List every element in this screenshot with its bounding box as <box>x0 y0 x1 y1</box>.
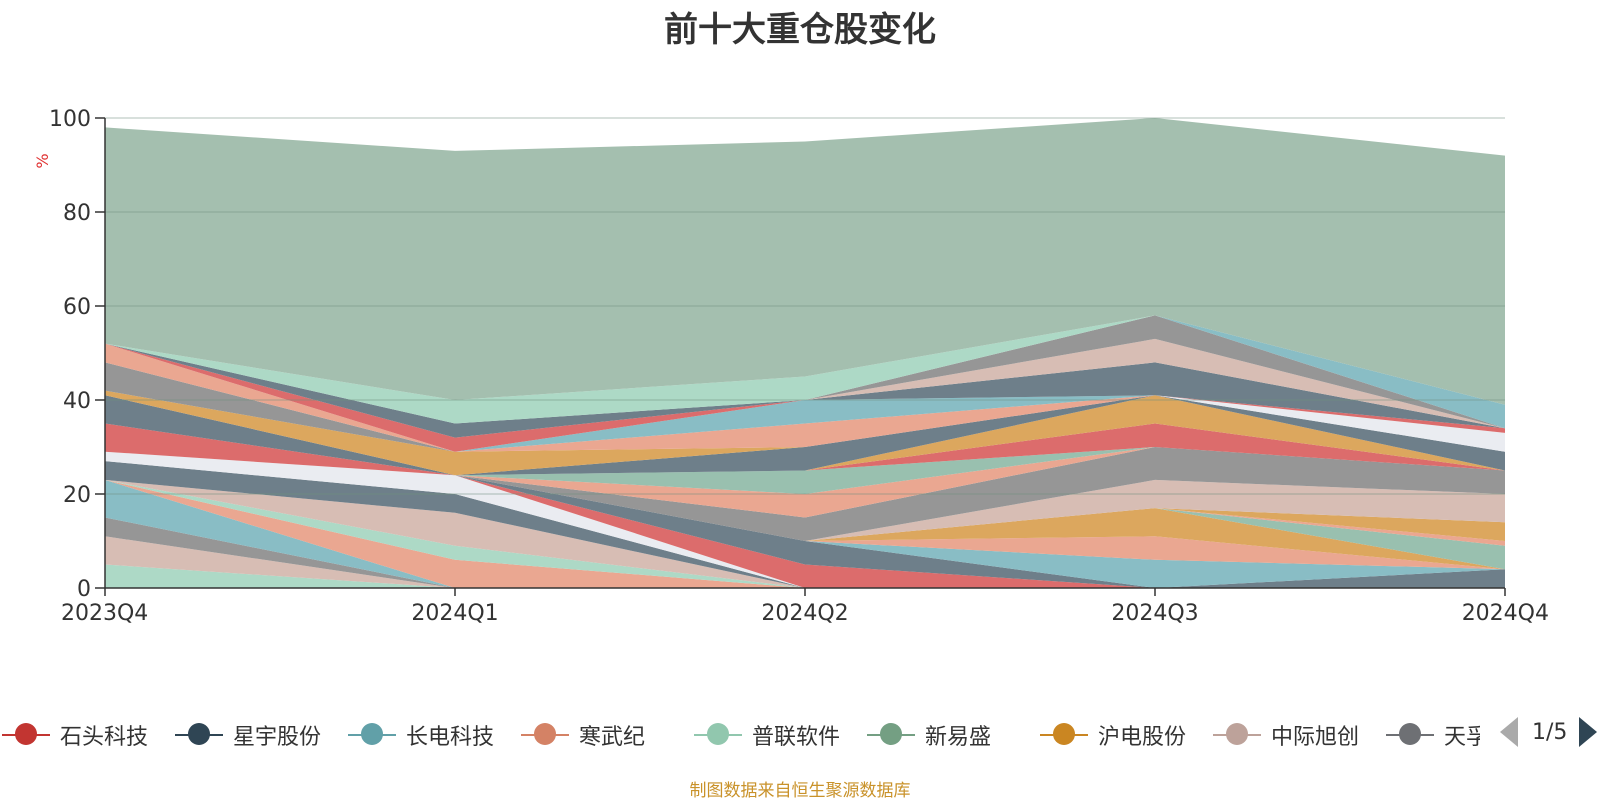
area-series-10 <box>105 395 1505 588</box>
area-series-17 <box>105 395 1505 541</box>
y-axis-unit: % <box>33 153 52 168</box>
y-tick-label: 60 <box>63 295 91 320</box>
area-series-0 <box>105 564 1505 588</box>
legend-marker-icon <box>1213 722 1261 748</box>
legend-item[interactable]: 石头科技 <box>2 705 148 765</box>
legend-marker-icon <box>1386 722 1434 748</box>
legend-label: 星宇股份 <box>233 725 322 750</box>
legend-prev-page-icon[interactable] <box>1500 717 1518 747</box>
area-series-23 <box>105 395 1505 476</box>
legend-label: 长电科技 <box>406 725 495 750</box>
x-tick-label: 2024Q3 <box>1111 601 1198 626</box>
axes: 0 20 40 60 80 100 2023Q4 2024Q1 2024Q2 2024Q3 2024… <box>49 107 1549 626</box>
y-tick-label: 100 <box>49 107 91 132</box>
chart-title: 前十大重仓股变化 <box>664 10 936 50</box>
legend-viewport: 石头科技 星宇股份 长电科技 寒武纪 普联软件 新易盛 沪电股份 中际旭创 天孚通信 <box>0 705 1480 765</box>
legend-label: 石头科技 <box>60 725 149 750</box>
grid-lines <box>105 117 1505 495</box>
area-series-30 <box>105 362 1505 452</box>
legend-marker-icon <box>1040 722 1088 748</box>
legend-marker-icon <box>867 722 915 748</box>
legend-item[interactable]: 普联软件 <box>694 705 840 765</box>
legend-item[interactable]: 天孚通信 <box>1386 705 1480 765</box>
stacked-area-chart: 0 20 40 60 80 100 2023Q4 2024Q1 2024Q2 2024Q3 2024… <box>33 107 1549 626</box>
area-series-13 <box>105 395 1505 570</box>
legend-item[interactable]: 沪电股份 <box>1040 705 1186 765</box>
legend-marker-icon <box>175 722 223 748</box>
legend-label: 普联软件 <box>752 725 841 750</box>
area-series-26 <box>105 390 1505 452</box>
data-source-note: 制图数据来自恒生聚源数据库 <box>689 781 911 801</box>
legend-label: 新易盛 <box>925 725 992 750</box>
legend-marker-icon <box>521 722 569 748</box>
legend-item[interactable]: 新易盛 <box>867 705 991 765</box>
area-series-27 <box>105 390 1505 452</box>
x-tick-label: 2024Q4 <box>1462 601 1549 626</box>
area-series-20 <box>105 395 1505 494</box>
x-tick-label: 2024Q2 <box>761 601 848 626</box>
legend-pager: 1/5 <box>1500 717 1598 747</box>
legend-item[interactable]: 寒武纪 <box>521 705 645 765</box>
area-series-4 <box>105 479 1505 588</box>
legend-marker-icon <box>2 722 50 748</box>
legend-label: 中际旭创 <box>1271 725 1360 750</box>
legend-item[interactable]: 中际旭创 <box>1213 705 1359 765</box>
legend: 石头科技 星宇股份 长电科技 寒武纪 普联软件 新易盛 沪电股份 中际旭创 天孚通信 1/5 <box>0 705 1600 765</box>
area-series-16 <box>105 395 1505 541</box>
y-tick-label: 0 <box>77 577 91 602</box>
area-series-24 <box>105 395 1505 476</box>
area-series-22 <box>105 395 1505 476</box>
legend-item[interactable]: 星宇股份 <box>175 705 321 765</box>
area-series-25 <box>105 390 1505 476</box>
area-series-18 <box>105 395 1505 541</box>
y-tick-label: 20 <box>63 483 91 508</box>
x-tick-label: 2024Q1 <box>411 601 498 626</box>
x-tick-label: 2023Q4 <box>61 601 148 626</box>
legend-label: 天孚通信 <box>1444 725 1480 750</box>
area-series-8 <box>105 451 1505 588</box>
legend-marker-icon <box>348 722 396 748</box>
area-layers <box>105 118 1505 588</box>
legend-label: 沪电股份 <box>1098 725 1187 750</box>
area-series-5 <box>105 479 1505 588</box>
area-series-39 <box>105 118 1505 405</box>
y-tick-label: 40 <box>63 389 91 414</box>
legend-item[interactable]: 长电科技 <box>348 705 494 765</box>
y-tick-label: 80 <box>63 201 91 226</box>
legend-marker-icon <box>694 722 742 748</box>
legend-next-page-icon[interactable] <box>1579 717 1598 747</box>
area-series-11 <box>105 395 1505 588</box>
legend-label: 寒武纪 <box>579 725 646 750</box>
legend-page-indicator: 1/5 <box>1532 719 1568 745</box>
